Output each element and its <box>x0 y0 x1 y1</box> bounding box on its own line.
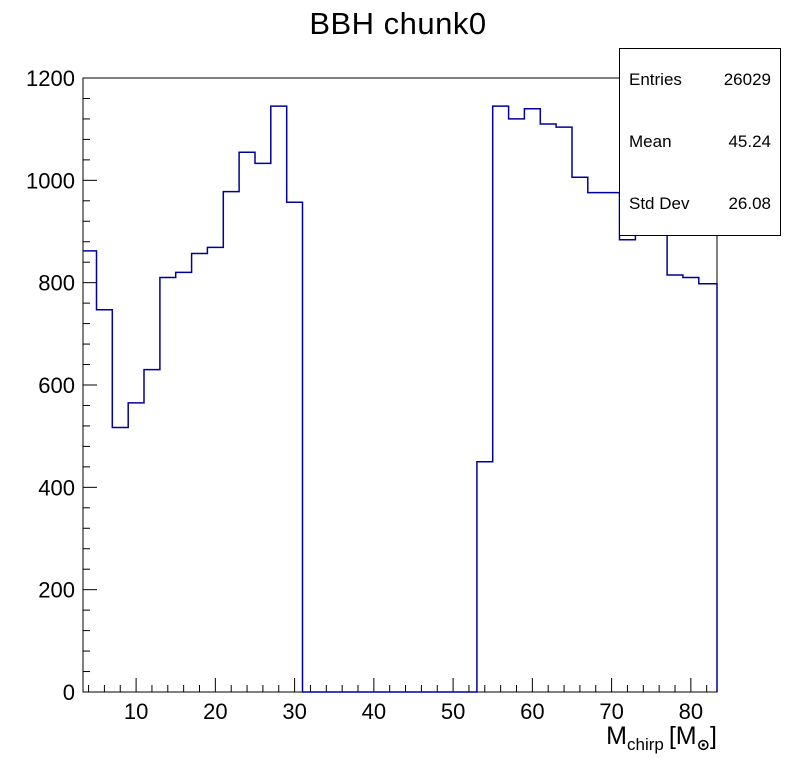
x-axis-title-bracket: [M <box>663 722 697 750</box>
chart-title: BBH chunk0 <box>309 6 487 41</box>
svg-text:1000: 1000 <box>26 168 75 193</box>
stats-row-entries: Entries 26029 <box>620 49 780 111</box>
svg-text:1200: 1200 <box>26 66 75 91</box>
svg-text:600: 600 <box>38 373 75 398</box>
svg-text:400: 400 <box>38 475 75 500</box>
svg-text:800: 800 <box>38 271 75 296</box>
x-axis-title-close: ] <box>710 722 717 750</box>
svg-text:10: 10 <box>124 699 148 724</box>
stats-box: Entries 26029 Mean 45.24 Std Dev 26.08 <box>619 48 781 236</box>
stddev-value: 26.08 <box>728 194 771 213</box>
stats-row-mean: Mean 45.24 <box>620 111 780 173</box>
solar-mass-icon: ⊙ <box>696 737 711 754</box>
stats-row-stddev: Std Dev 26.08 <box>620 173 780 235</box>
mean-value: 45.24 <box>728 132 771 151</box>
svg-text:30: 30 <box>282 699 306 724</box>
x-axis-title-sub: chirp <box>627 735 664 754</box>
x-axis-tick-labels: 10 20 30 40 50 60 70 80 <box>124 699 703 724</box>
x-axis-ticks <box>88 678 708 692</box>
svg-text:50: 50 <box>441 699 465 724</box>
y-axis-tick-labels: 0 200 400 600 800 1000 1200 <box>26 66 75 705</box>
entries-label: Entries <box>629 70 682 89</box>
stddev-label: Std Dev <box>629 194 690 213</box>
svg-text:20: 20 <box>203 699 227 724</box>
svg-text:40: 40 <box>362 699 386 724</box>
entries-value: 26029 <box>723 70 771 89</box>
svg-text:0: 0 <box>63 680 75 705</box>
mean-label: Mean <box>629 132 672 151</box>
x-axis-title: Mchirp [M⊙] <box>0 722 717 754</box>
svg-text:70: 70 <box>599 699 623 724</box>
svg-text:80: 80 <box>679 699 703 724</box>
svg-text:60: 60 <box>520 699 544 724</box>
svg-text:200: 200 <box>38 578 75 603</box>
y-axis-ticks <box>83 77 97 693</box>
x-axis-title-main: M <box>606 722 627 750</box>
